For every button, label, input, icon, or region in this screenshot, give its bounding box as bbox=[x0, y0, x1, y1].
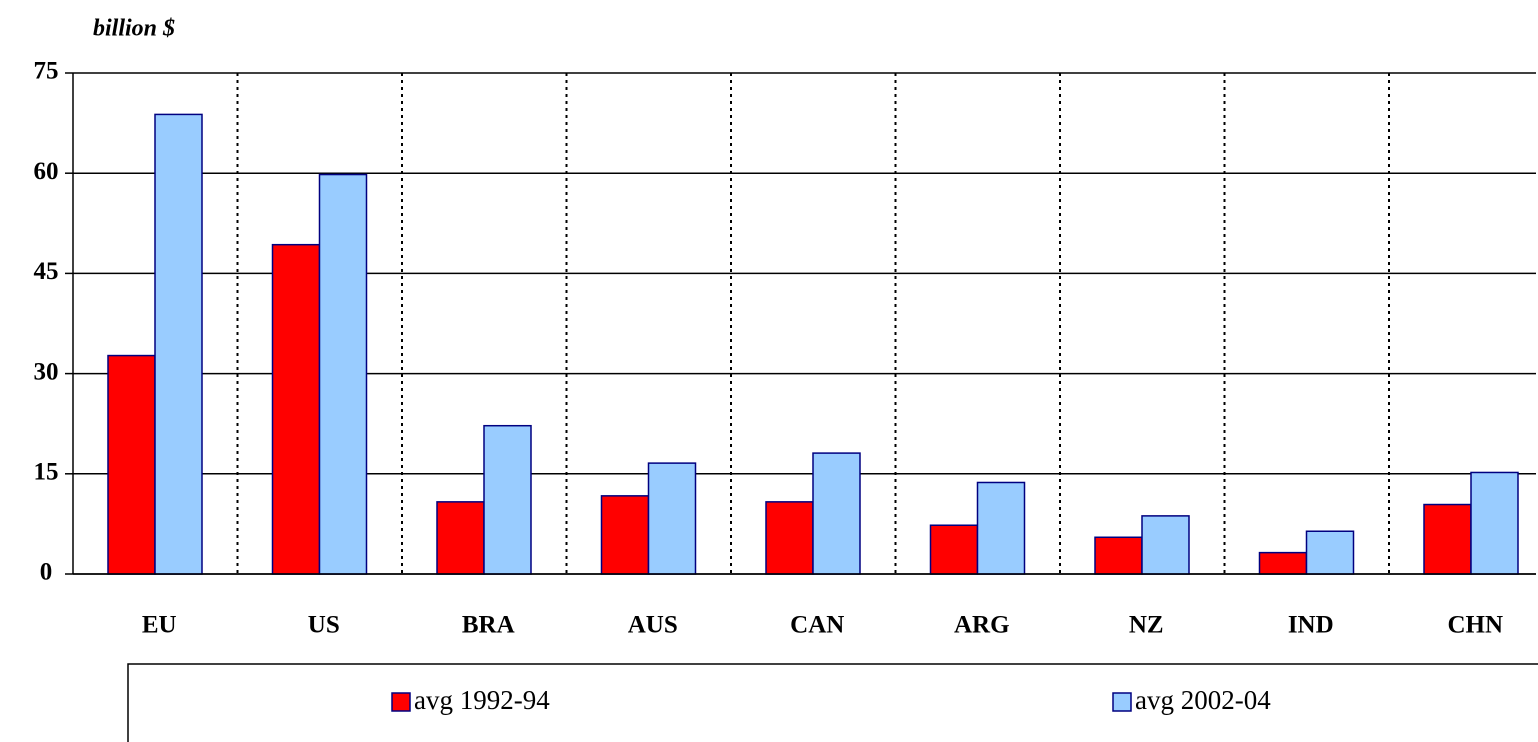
legend-label: avg 1992-94 bbox=[414, 685, 550, 715]
bar bbox=[483, 424, 532, 575]
x-tick-label: US bbox=[308, 612, 340, 639]
x-tick-label: EU bbox=[142, 612, 177, 639]
x-tick-label: CAN bbox=[790, 612, 844, 639]
legend-swatch bbox=[391, 692, 411, 712]
bar bbox=[1258, 551, 1308, 575]
bar bbox=[1423, 503, 1472, 575]
bar bbox=[929, 524, 979, 575]
x-tick-label: AUS bbox=[628, 612, 678, 639]
bar bbox=[1141, 515, 1190, 575]
bar bbox=[1305, 530, 1355, 575]
bar bbox=[107, 354, 156, 575]
x-tick-label: IND bbox=[1288, 612, 1334, 639]
x-tick-label: BRA bbox=[462, 612, 515, 639]
y-tick-label: 60 bbox=[34, 158, 59, 185]
bar bbox=[600, 495, 650, 575]
bar bbox=[1470, 471, 1519, 575]
x-tick-label: ARG bbox=[954, 612, 1010, 639]
y-tick-label: 30 bbox=[34, 358, 59, 385]
x-tick-label: NZ bbox=[1129, 612, 1164, 639]
y-tick-label: 0 bbox=[40, 559, 53, 586]
bar bbox=[436, 501, 485, 575]
bar bbox=[647, 462, 697, 575]
bar bbox=[976, 481, 1026, 575]
bar bbox=[812, 452, 861, 575]
y-tick-label: 45 bbox=[34, 258, 59, 285]
bar bbox=[318, 173, 368, 575]
bar bbox=[271, 243, 321, 575]
x-tick-label: CHN bbox=[1447, 612, 1503, 639]
bar bbox=[1094, 536, 1143, 575]
legend-swatch bbox=[1112, 692, 1132, 712]
y-tick-label: 15 bbox=[34, 459, 59, 486]
bar bbox=[765, 501, 814, 575]
bar bbox=[154, 113, 203, 575]
legend-box bbox=[127, 663, 1538, 742]
y-tick-label: 75 bbox=[34, 58, 59, 85]
y-axis-label: billion $ bbox=[93, 16, 175, 42]
legend-label: avg 2002-04 bbox=[1135, 685, 1271, 715]
